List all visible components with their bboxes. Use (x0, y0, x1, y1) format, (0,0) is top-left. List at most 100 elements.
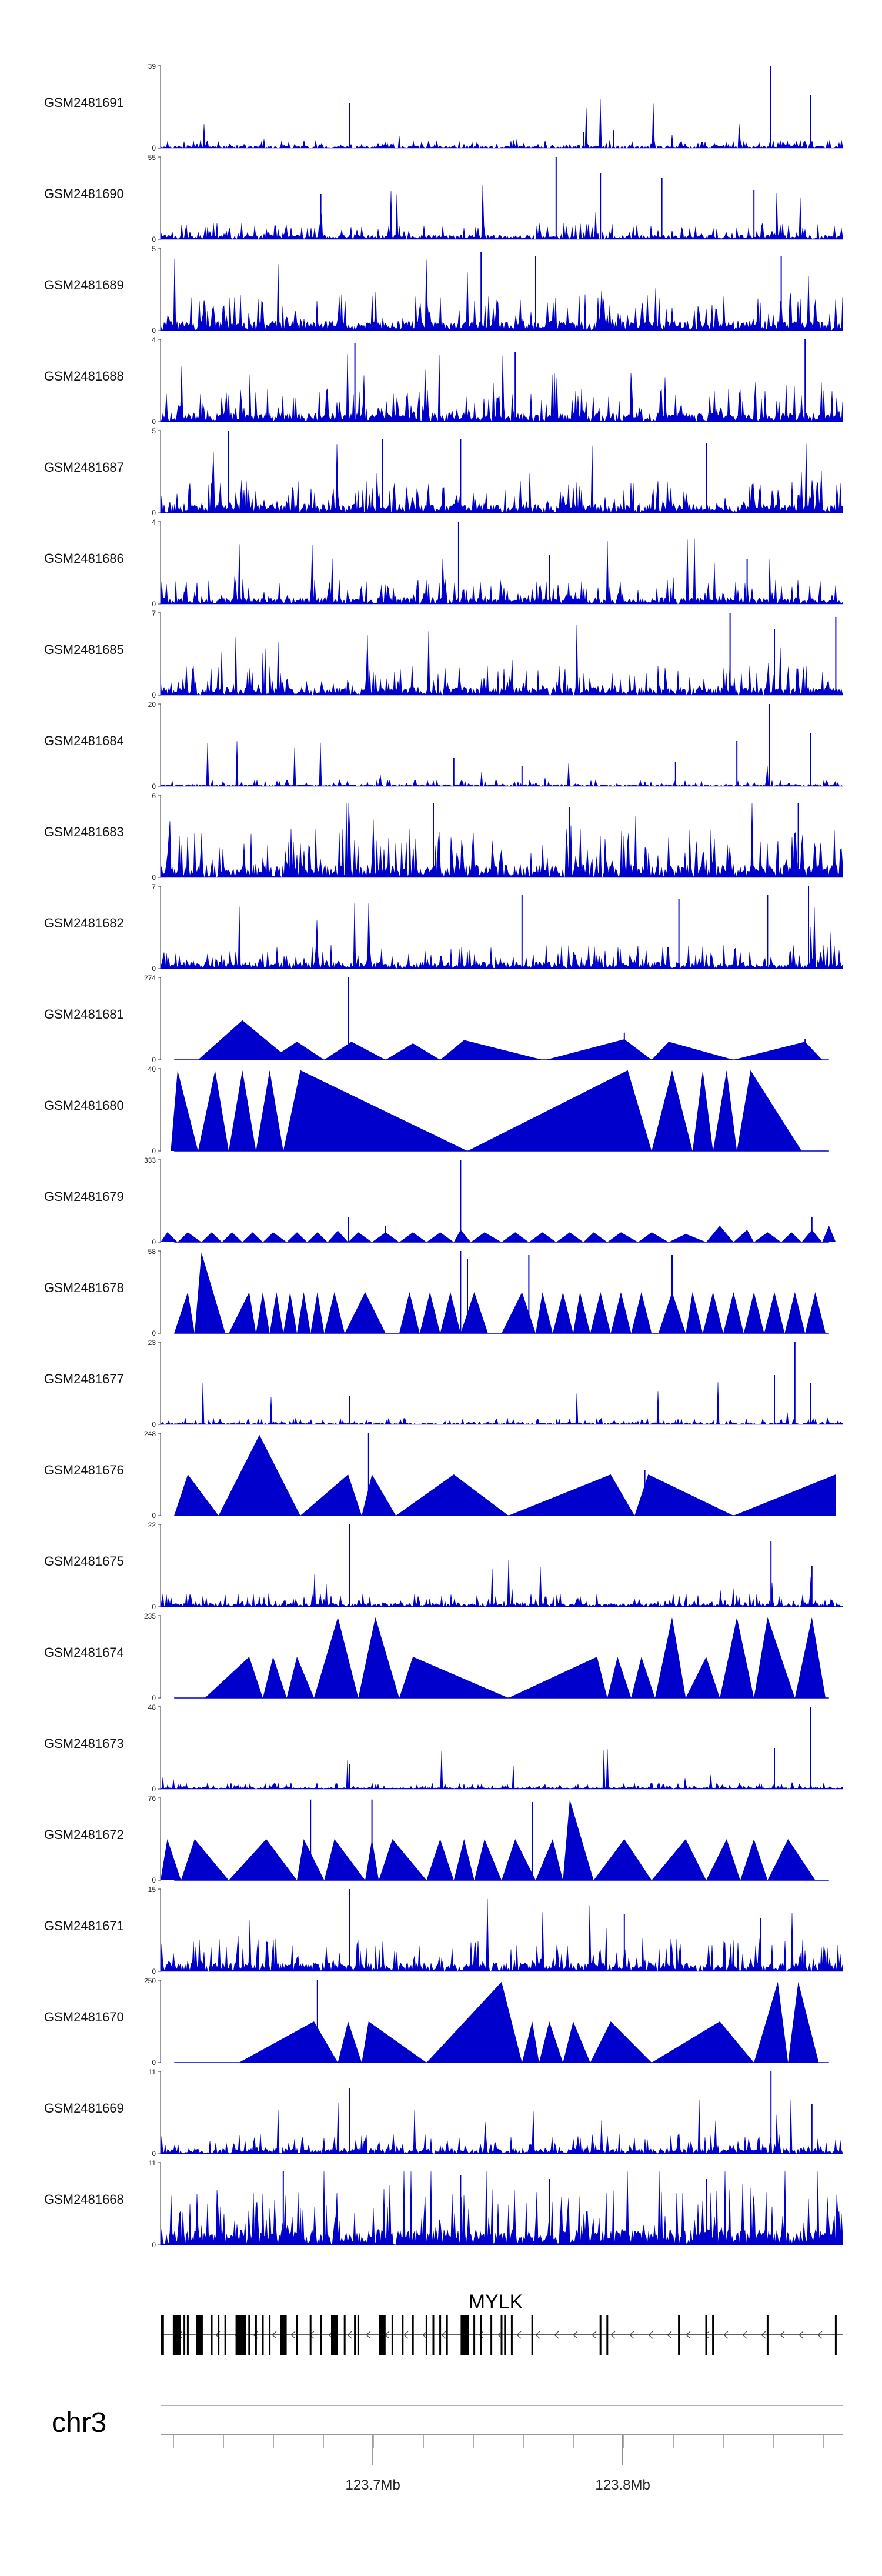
strand-arrow (723, 2331, 729, 2339)
track-ymin-label: 0 (152, 144, 156, 152)
signal-peak (713, 1070, 737, 1151)
strand-arrow (592, 2331, 597, 2339)
track-GSM2481676: GSM2481676 248 0 (44, 1430, 836, 1520)
track-label: GSM2481675 (44, 1554, 124, 1569)
track-label: GSM2481685 (44, 642, 124, 657)
gene-exon-small (183, 2315, 186, 2355)
strand-arrow (422, 2331, 427, 2339)
track-GSM2481691: GSM2481691 39 0 (44, 62, 843, 152)
signal-peak (474, 1839, 502, 1880)
signal-peak (767, 1839, 816, 1880)
signal-area (160, 2170, 843, 2245)
signal-peak (733, 1230, 754, 1242)
signal-peak (379, 1839, 427, 1880)
signal-peak (720, 1617, 754, 1698)
signal-peak (239, 2021, 338, 2063)
track-ymax-label: 58 (148, 1247, 156, 1256)
signal-peak (784, 1292, 806, 1333)
strand-arrow (573, 2331, 578, 2339)
signal-peak (300, 1474, 362, 1516)
axis-tick-label-123-8: 123.8Mb (595, 2477, 650, 2493)
strand-arrow (817, 2331, 823, 2339)
track-ymax-label: 333 (144, 1156, 156, 1164)
strand-arrow (761, 2331, 766, 2339)
signal-peak (553, 1292, 573, 1333)
signal-peak (263, 1232, 287, 1242)
signal-area (160, 1560, 843, 1607)
signal-peak (536, 1839, 563, 1880)
track-ymax-label: 40 (148, 1065, 156, 1073)
gene-exon-small (500, 2315, 503, 2355)
signal-peak (740, 1839, 768, 1880)
signal-peak (607, 1232, 638, 1242)
signal-peak (655, 1617, 686, 1698)
gene-exon-small (490, 2315, 493, 2355)
signal-peak (256, 1292, 270, 1333)
gene-exon (379, 2315, 386, 2355)
gene-exon-small (439, 2315, 442, 2355)
gene-exon-small (186, 2315, 189, 2355)
track-GSM2481689: GSM2481689 5 0 (44, 245, 843, 335)
signal-peak (805, 1292, 826, 1333)
track-label: GSM2481678 (44, 1280, 124, 1295)
signal-peak (419, 1292, 440, 1333)
gene-exon-small (504, 2315, 506, 2355)
gene-exon-small (296, 2315, 298, 2355)
strand-arrow (403, 2331, 409, 2339)
track-ymin-label: 0 (152, 965, 156, 973)
gene-exon (280, 2315, 287, 2355)
signal-peak (508, 1657, 607, 1698)
signal-peak (686, 1657, 720, 1698)
gene-exon-small (480, 2315, 482, 2355)
signal-peak (764, 1292, 785, 1333)
track-label: GSM2481669 (44, 2101, 124, 2115)
signal-peak (399, 1657, 509, 1698)
signal-peak (706, 1226, 734, 1242)
gene-exon-small (248, 2315, 250, 2355)
signal-peak (174, 1474, 219, 1516)
strand-arrow (780, 2331, 785, 2339)
signal-peak (358, 1617, 399, 1698)
strand-arrow (667, 2331, 672, 2339)
track-ymin-label: 0 (152, 691, 156, 699)
track-ymin-label: 0 (152, 509, 156, 517)
track-ymin-label: 0 (152, 1876, 156, 1884)
signal-peak (229, 1839, 297, 1880)
signal-peak (536, 1292, 553, 1333)
signal-area (160, 803, 843, 878)
gene-exon-small (357, 2315, 359, 2355)
signal-peak (788, 1981, 819, 2063)
signal-peak (638, 1232, 669, 1242)
track-label: GSM2481680 (44, 1098, 124, 1113)
strand-arrow (441, 2331, 446, 2339)
signal-peak (703, 1292, 723, 1333)
signal-peak (297, 1292, 311, 1333)
gene-exon-small (211, 2315, 213, 2355)
signal-peak (269, 1042, 325, 1060)
signal-peak (453, 1230, 471, 1242)
signal-peak (794, 1617, 826, 1698)
track-GSM2481685: GSM2481685 7 0 (44, 609, 843, 699)
signal-peak (573, 1292, 590, 1333)
signal-peak (426, 1232, 454, 1242)
signal-area (160, 1898, 843, 1972)
signal-peak (723, 1292, 744, 1333)
track-GSM2481679: GSM2481679 333 0 (44, 1156, 836, 1246)
signal-peak (754, 1617, 795, 1698)
signal-area (160, 258, 843, 331)
track-ymin-label: 0 (152, 782, 156, 790)
signal-peak (470, 1232, 502, 1242)
signal-peak (324, 1042, 386, 1060)
track-ymin-label: 0 (152, 1511, 156, 1520)
signal-area (160, 1749, 843, 1790)
signal-peak (198, 1020, 290, 1060)
gene-exon-small (473, 2315, 476, 2355)
track-GSM2481682: GSM2481682 7 0 (44, 883, 843, 973)
signal-peak (652, 1839, 706, 1880)
track-GSM2481687: GSM2481687 5 0 (44, 427, 843, 517)
signal-area (160, 354, 843, 422)
track-ymax-label: 20 (148, 700, 156, 709)
track-ymin-label: 0 (152, 600, 156, 608)
signal-peak (607, 1657, 632, 1698)
signal-peak (198, 1070, 229, 1151)
